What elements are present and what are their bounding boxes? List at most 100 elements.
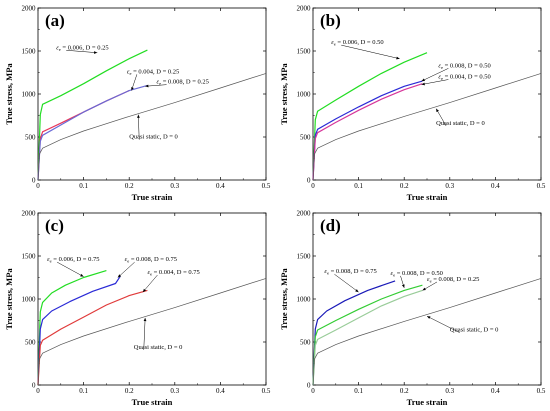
chart-panel-c: 0 0.1 0.2 0.3 0.4 0.5 0 500 1000 1500 2000 True str… (4, 209, 271, 407)
annotation-arrowhead (145, 84, 149, 88)
annotation-arrowhead (401, 284, 405, 288)
x-axis-label: True strain (407, 192, 448, 202)
annotation-arrowhead (93, 51, 98, 54)
y-axis-label: True stress, MPa (4, 268, 14, 330)
chart-panel-d: 0 0.1 0.2 0.3 0.4 0.5 0 500 1000 1500 2000 True str… (279, 209, 546, 407)
x-tick-label: 0.2 (400, 387, 409, 395)
annotation-label: Quasi static, D = 0 (129, 134, 178, 141)
plot-frame (312, 212, 542, 386)
annotation-arrowhead (396, 56, 400, 60)
y-tick-label: 1000 (297, 90, 312, 98)
x-tick-label: 0.1 (79, 182, 88, 190)
y-tick-label: 500 (300, 338, 311, 346)
series-line-4 (312, 73, 542, 181)
y-axis-label: True stress, MPa (4, 63, 14, 125)
annotation-leader (117, 261, 135, 278)
annotation-arrowhead (137, 114, 140, 118)
panel-label: (a) (45, 11, 65, 30)
series-line-4 (37, 73, 267, 181)
annotation-leader (421, 68, 449, 82)
plot-frame (37, 212, 267, 386)
series-line-4 (37, 278, 267, 386)
annotation-label: εe = 0.008, D = 0.25 (157, 79, 209, 87)
x-tick-label: 0.2 (400, 182, 409, 190)
x-tick-label: 0.5 (537, 182, 546, 190)
series-line-3 (312, 289, 423, 386)
series-line-4 (312, 278, 542, 386)
x-tick-label: 0.4 (216, 387, 225, 395)
annotation-arrowhead (421, 78, 426, 82)
annotation-leader (138, 114, 140, 140)
panel-label: (c) (45, 216, 64, 235)
annotation-leader (145, 84, 167, 87)
annotation-leader (341, 44, 400, 59)
series-line-3 (37, 289, 148, 386)
x-tick-label: 0.4 (491, 387, 500, 395)
annotation-leader (421, 79, 449, 85)
y-tick-label: 1000 (22, 90, 37, 98)
annotation-label: εe = 0.006, D = 0.50 (331, 39, 383, 47)
annotation-label: εe = 0.008, D = 0.75 (324, 268, 376, 276)
y-tick-label: 2000 (22, 4, 37, 12)
y-tick-label: 1000 (297, 295, 312, 303)
annotation-label: εe = 0.004, D = 0.25 (127, 68, 179, 76)
annotation-label: εe = 0.008, D = 0.50 (391, 270, 443, 278)
annotation-leader (435, 108, 447, 127)
y-tick-label: 2000 (22, 209, 37, 217)
y-tick-label: 0 (32, 176, 36, 184)
annotation-label: εe = 0.008, D = 0.75 (125, 256, 177, 264)
series-line-2 (312, 284, 423, 386)
x-tick-label: 0.5 (537, 387, 546, 395)
y-tick-label: 1000 (22, 295, 37, 303)
x-tick-label: 0.5 (262, 387, 271, 395)
y-axis-label: True stress, MPa (279, 63, 289, 125)
annotation-leader (143, 317, 146, 350)
y-tick-label: 0 (307, 381, 311, 389)
series-line-3 (312, 83, 423, 181)
y-tick-label: 1500 (297, 252, 312, 260)
x-tick-label: 0 (36, 182, 40, 190)
plot-frame (312, 7, 542, 181)
annotation-label: Quasi static, D = 0 (134, 344, 183, 351)
x-tick-label: 0.2 (125, 387, 134, 395)
plot-frame (37, 7, 267, 181)
annotation-label: Quasi static, D = 0 (436, 120, 485, 127)
annotation-leader (66, 50, 98, 53)
annotation-arrowhead (436, 108, 439, 113)
x-tick-label: 0.3 (445, 387, 454, 395)
series-line-1 (312, 52, 428, 181)
annotation-label: εe = 0.004, D = 0.75 (147, 269, 199, 277)
y-tick-label: 500 (25, 338, 36, 346)
chart-panel-a: 0 0.1 0.2 0.3 0.4 0.5 0 500 1000 1500 2000 True str… (4, 4, 271, 202)
series-line-2 (37, 276, 121, 386)
annotation-arrowhead (355, 289, 359, 293)
x-tick-label: 0.4 (491, 182, 500, 190)
series-line-3 (37, 84, 148, 181)
x-axis-label: True strain (407, 397, 448, 407)
x-axis-label: True strain (132, 397, 173, 407)
series-line-1 (37, 49, 148, 181)
x-tick-label: 0.1 (354, 387, 363, 395)
y-tick-label: 2000 (297, 4, 312, 12)
y-tick-label: 0 (32, 381, 36, 389)
y-axis-label: True stress, MPa (279, 268, 289, 330)
series-line-1 (312, 280, 396, 386)
series-line-2 (37, 90, 130, 181)
annotation-arrowhead (427, 316, 431, 319)
annotation-arrowhead (421, 82, 425, 86)
x-tick-label: 0.3 (170, 182, 179, 190)
annotation-arrowhead (142, 288, 147, 293)
y-tick-label: 500 (300, 133, 311, 141)
annotation-label: εe = 0.006, D = 0.25 (56, 44, 108, 52)
x-tick-label: 0.4 (216, 182, 225, 190)
x-tick-label: 0 (311, 387, 315, 395)
x-tick-label: 0.3 (170, 387, 179, 395)
series-line-1 (37, 270, 107, 386)
y-tick-label: 1500 (22, 47, 37, 55)
x-tick-label: 0.1 (354, 182, 363, 190)
x-tick-label: 0 (36, 387, 40, 395)
annotation-leader (142, 274, 158, 293)
annotation-leader (334, 273, 359, 293)
annotation-arrowhead (117, 274, 122, 278)
